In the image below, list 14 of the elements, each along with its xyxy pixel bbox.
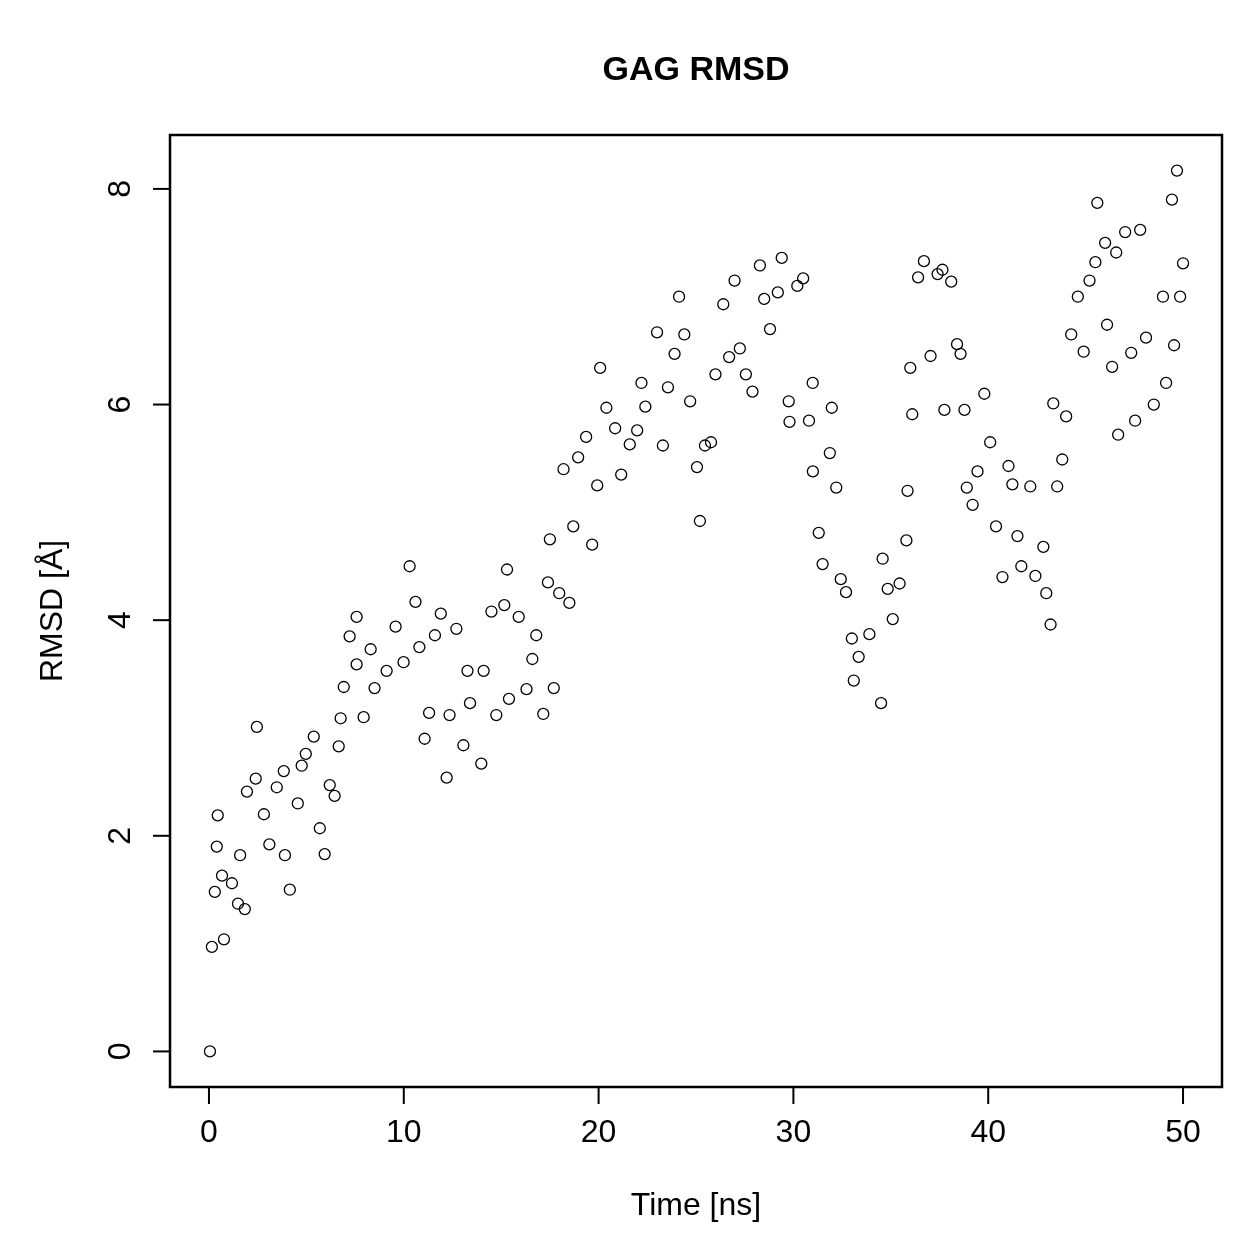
y-tick-label: 2 <box>101 826 137 845</box>
x-tick-label: 30 <box>775 1113 812 1149</box>
y-tick-label: 4 <box>101 611 137 630</box>
y-axis-title: RMSD [Å] <box>33 539 69 683</box>
x-tick-label: 40 <box>970 1113 1007 1149</box>
x-axis-title: Time [ns] <box>630 1186 762 1222</box>
x-tick-label: 50 <box>1165 1113 1201 1149</box>
chart-title: GAG RMSD <box>602 49 790 87</box>
y-tick-label: 6 <box>101 395 137 414</box>
y-tick-label: 0 <box>101 1042 137 1061</box>
x-tick-label: 0 <box>200 1113 218 1149</box>
x-tick-label: 20 <box>580 1113 617 1149</box>
y-tick-label: 8 <box>101 180 137 198</box>
x-tick-label: 10 <box>385 1113 422 1149</box>
